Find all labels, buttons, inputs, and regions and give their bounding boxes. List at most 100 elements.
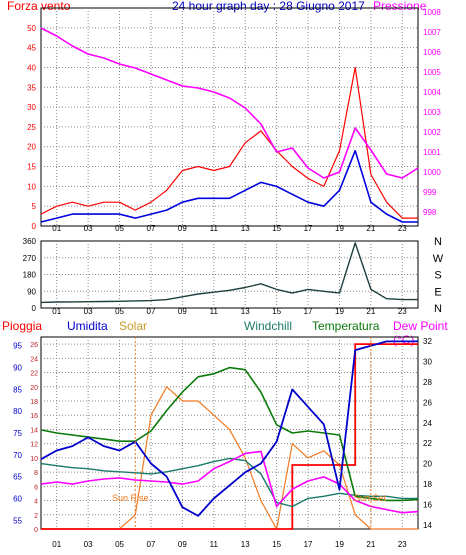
y-tick-label-dewpoint: 20	[423, 460, 432, 469]
header-left-label: Forza vento	[7, 0, 71, 13]
header-title: 24 hour graph day : 28 Giugno 2017	[172, 0, 365, 13]
y-tick-label-wind: 25	[27, 123, 36, 132]
y-tick-label-wind: 30	[27, 103, 36, 112]
y-tick-label-dewpoint: 24	[423, 419, 432, 428]
y-tick-label-wind: 40	[27, 63, 36, 72]
y-tick-label-wind: 20	[27, 143, 36, 152]
series-line-gust	[40, 66, 418, 219]
x-tick-label: 09	[178, 224, 187, 233]
y-tick-label-pressure: 1003	[423, 108, 441, 117]
y-tick-label-rain: 6	[34, 484, 38, 491]
y-tick-label-pressure: 1004	[423, 88, 441, 97]
y-tick-label-direction: 90	[27, 287, 36, 296]
x-tick-label: 19	[335, 540, 344, 549]
y-tick-label-dewpoint: 28	[423, 378, 432, 387]
y-tick-label-wind: 0	[32, 222, 37, 231]
tick-labels: 0101010303030505050707070909091111111313…	[13, 8, 444, 549]
y-tick-label-wind: 15	[27, 163, 36, 172]
y-tick-label-pressure: 1006	[423, 48, 441, 57]
x-tick-label: 17	[304, 307, 313, 316]
y-tick-label-dewpoint: 18	[423, 480, 432, 489]
x-tick-label: 01	[52, 307, 61, 316]
x-tick-label: 13	[241, 307, 250, 316]
legend-solar: Solar	[119, 319, 148, 333]
x-tick-label: 15	[272, 540, 281, 549]
x-tick-label: 23	[398, 307, 407, 316]
plot-frame-1	[40, 7, 419, 227]
y-tick-label-rain: 8	[34, 470, 38, 477]
y-tick-label-direction: 180	[23, 271, 37, 280]
y-tick-label-direction: 0	[32, 304, 37, 313]
y-tick-label-pressure: 1002	[423, 128, 441, 137]
y-tick-label-wind: 45	[27, 44, 36, 53]
series-line-rain	[41, 343, 418, 530]
y-tick-label-rain: 2	[34, 513, 38, 520]
x-tick-label: 11	[210, 307, 219, 316]
x-tick-label: 05	[115, 224, 124, 233]
y-tick-label-dewpoint: 30	[423, 358, 432, 367]
y-tick-label-direction: 360	[23, 237, 37, 246]
y-tick-label-dewpoint: 22	[423, 439, 432, 448]
y-tick-label-humidity: 60	[13, 494, 22, 503]
x-tick-label: 21	[366, 307, 375, 316]
y-tick-label-humidity: 55	[13, 516, 22, 525]
grid-lines	[41, 8, 418, 529]
x-tick-label: 21	[366, 224, 375, 233]
x-tick-label: 03	[84, 224, 93, 233]
legend-pioggia: Pioggia	[2, 319, 43, 333]
y-tick-label-rain: 12	[30, 442, 38, 449]
series-line-wind	[40, 149, 418, 223]
y-tick-label-humidity: 75	[13, 429, 22, 438]
x-tick-label: 09	[178, 307, 187, 316]
y-tick-label-rain: 18	[30, 399, 38, 406]
y-tick-label-rain: 16	[30, 413, 38, 420]
x-tick-label: 07	[147, 307, 156, 316]
y-tick-label-rain: 4	[34, 499, 38, 506]
y-tick-label-humidity: 90	[13, 364, 22, 373]
x-tick-label: 13	[241, 540, 250, 549]
series-line-dewpoint	[40, 450, 419, 514]
x-tick-label: 19	[335, 224, 344, 233]
x-tick-label: 05	[115, 540, 124, 549]
series-line-temperature	[40, 366, 419, 502]
y-tick-label-rain: 0	[34, 527, 38, 534]
x-tick-label: 13	[241, 224, 250, 233]
x-tick-label: 11	[210, 540, 219, 549]
x-tick-label: 09	[178, 540, 187, 549]
y-tick-label-wind: 5	[32, 202, 37, 211]
x-tick-label: 15	[272, 307, 281, 316]
x-tick-label: 17	[304, 224, 313, 233]
y-tick-label-pressure: 1008	[423, 8, 441, 17]
y-tick-label-humidity: 65	[13, 473, 22, 482]
y-tick-label-rain: 22	[30, 371, 38, 378]
legend-windchill: Windchill	[244, 319, 293, 333]
x-tick-label: 11	[210, 224, 219, 233]
y-tick-label-dewpoint: 14	[423, 521, 432, 530]
y-tick-label-pressure: 1001	[423, 148, 441, 157]
y-tick-label-direction: 270	[23, 254, 37, 263]
compass-label: N	[434, 303, 442, 315]
x-tick-label: 03	[84, 540, 93, 549]
header-right-label: Pressione	[373, 0, 427, 13]
y-tick-label-wind: 10	[27, 182, 36, 191]
y-tick-label-humidity: 95	[13, 342, 22, 351]
y-tick-label-pressure: 1007	[423, 28, 441, 37]
x-tick-label: 21	[366, 540, 375, 549]
y-tick-label-wind: 35	[27, 83, 36, 92]
y-tick-label-humidity: 70	[13, 451, 22, 460]
y-tick-label-pressure: 999	[423, 188, 437, 197]
y-tick-label-pressure: 1000	[423, 168, 441, 177]
plot-frames	[40, 7, 419, 530]
x-tick-label: 19	[335, 307, 344, 316]
annotation-sunset: Sun Set	[354, 493, 387, 503]
compass-label: W	[433, 253, 444, 265]
plot-frame-2	[40, 240, 419, 309]
y-tick-label-rain: 10	[30, 456, 38, 463]
y-tick-label-pressure: 998	[423, 208, 437, 217]
series-line-direction	[40, 242, 418, 304]
y-tick-label-rain: 24	[30, 356, 38, 363]
x-tick-label: 23	[398, 224, 407, 233]
y-tick-label-humidity: 80	[13, 407, 22, 416]
